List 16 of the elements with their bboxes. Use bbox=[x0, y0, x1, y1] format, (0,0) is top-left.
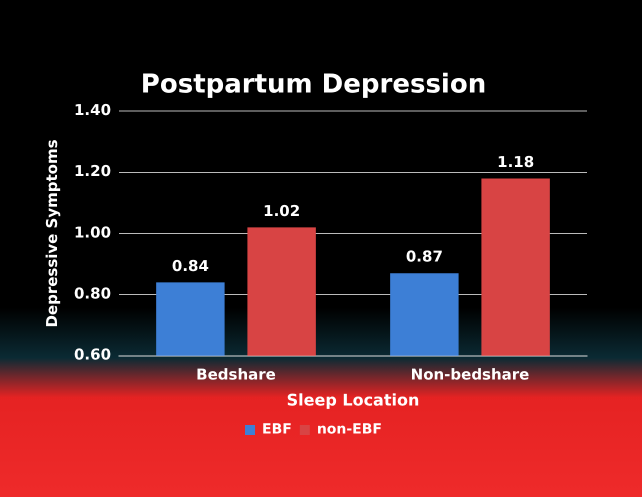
y-axis-title: Depressive Symptoms bbox=[42, 139, 61, 328]
y-tick-label: 1.20 bbox=[74, 162, 112, 180]
y-tick-label: 0.60 bbox=[74, 346, 112, 364]
data-label: 0.84 bbox=[172, 256, 209, 275]
x-tick-label: Non-bedshare bbox=[410, 366, 530, 384]
y-tick-label: 1.00 bbox=[74, 223, 112, 242]
x-tick-label: Bedshare bbox=[196, 366, 276, 384]
data-label: 0.87 bbox=[406, 248, 443, 266]
data-label: 1.18 bbox=[497, 152, 534, 171]
x-axis-title: Sleep Location bbox=[286, 390, 420, 410]
legend-label: EBF bbox=[262, 422, 292, 438]
y-tick-label: 0.80 bbox=[74, 284, 112, 303]
data-label: 1.02 bbox=[263, 202, 300, 220]
legend-label: non-EBF bbox=[316, 422, 382, 438]
chart-title: Postpartum Depression bbox=[140, 69, 486, 100]
y-tick-label: 1.40 bbox=[74, 101, 112, 120]
